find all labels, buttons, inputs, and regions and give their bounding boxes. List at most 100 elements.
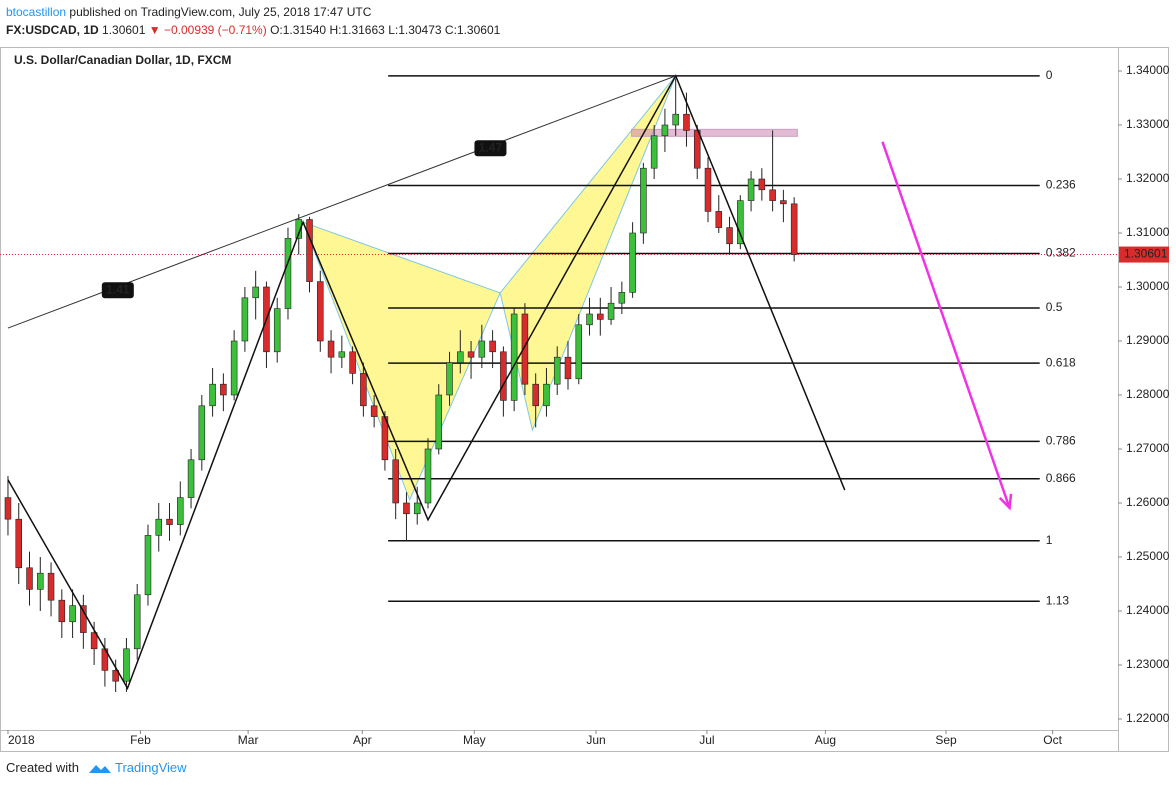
forecast-arrow <box>881 141 1011 509</box>
candle-body <box>672 113 679 126</box>
candle-body <box>37 572 44 590</box>
candle-body <box>769 189 776 201</box>
arrow-head <box>998 493 1013 511</box>
candle-body <box>435 394 443 450</box>
x-tick-label: Jun <box>586 733 605 747</box>
last-price-box <box>1119 246 1169 263</box>
candle-body <box>327 340 335 358</box>
candle-body <box>47 572 55 601</box>
last-price-label: 1.30601 <box>1124 247 1168 261</box>
candle-body <box>80 605 87 633</box>
candle-body <box>478 340 486 358</box>
candle-body <box>607 302 615 320</box>
candle-body <box>392 459 399 504</box>
candle-body <box>715 211 723 228</box>
candle-body <box>629 232 636 293</box>
candle-body <box>521 313 529 385</box>
candle-body <box>58 599 66 623</box>
candle-body <box>467 351 475 358</box>
close: C:1.30601 <box>444 23 501 37</box>
y-tick-label: 1.24000 <box>1126 603 1170 617</box>
author[interactable]: btocastillon <box>6 5 67 19</box>
candle-body <box>543 383 550 407</box>
candle-body <box>209 383 216 407</box>
fib-label: 0.618 <box>1046 355 1076 369</box>
ratio-label-bg <box>101 282 134 299</box>
open: O:1.31540 <box>270 23 327 37</box>
candle-body <box>187 459 195 498</box>
y-tick-label: 1.30000 <box>1126 279 1170 293</box>
candle-body <box>155 518 163 536</box>
symbol: FX:USDCAD, 1D <box>6 23 99 37</box>
fib-label: 0.236 <box>1046 178 1076 192</box>
candle-body <box>220 383 227 396</box>
candle-body <box>737 200 744 245</box>
last: 1.30601 <box>102 23 146 37</box>
candle-body <box>726 227 733 245</box>
candle-body <box>360 373 367 407</box>
candle-body <box>295 219 303 239</box>
candle-body <box>69 605 76 623</box>
candle-body <box>4 497 12 520</box>
publish-line: btocastillon published on TradingView.co… <box>6 3 500 21</box>
candle-body <box>252 286 259 299</box>
candle-body <box>424 448 432 504</box>
fib-label: 0 <box>1046 68 1053 82</box>
candle-body <box>683 113 690 131</box>
header: btocastillon published on TradingView.co… <box>6 3 500 39</box>
candle-body <box>586 313 593 326</box>
candle-body <box>618 292 626 304</box>
y-tick-label: 1.34000 <box>1126 63 1170 77</box>
created: Created with <box>6 760 79 775</box>
candle-body <box>26 567 33 590</box>
y-tick-label: 1.26000 <box>1126 495 1170 509</box>
y-tick-label: 1.25000 <box>1126 549 1170 563</box>
x-tick-label: Oct <box>1043 733 1062 747</box>
x-tick-label: 2018 <box>8 733 35 747</box>
candle-body <box>758 178 766 191</box>
x-tick-label: May <box>463 733 486 747</box>
fib-label: 0.5 <box>1046 300 1063 314</box>
candle-body <box>198 405 206 461</box>
candle-body <box>273 308 281 353</box>
candle-body <box>317 281 324 342</box>
y-tick-label: 1.29000 <box>1126 333 1170 347</box>
candle-body <box>306 219 313 282</box>
candle-body <box>90 632 98 650</box>
candle-body <box>338 351 346 358</box>
candle-body <box>15 518 23 569</box>
fib-label: 1 <box>1046 533 1053 547</box>
candle-body <box>177 497 184 525</box>
candle-body <box>597 313 604 320</box>
x-tick-label: Aug <box>815 733 836 747</box>
fib-label: 0.786 <box>1046 434 1076 448</box>
candle-body <box>661 124 669 137</box>
candle-body <box>446 362 453 396</box>
ratio-label: 1.41 <box>106 282 130 296</box>
y-tick-label: 1.28000 <box>1126 387 1170 401</box>
candle-body <box>489 340 496 353</box>
x-tick-label: Jul <box>699 733 714 747</box>
y-tick-label: 1.33000 <box>1126 117 1170 131</box>
candle-body <box>112 670 119 682</box>
y-tick-label: 1.27000 <box>1126 441 1170 455</box>
candle-body <box>166 518 173 525</box>
quote-line: FX:USDCAD, 1D 1.30601 ▼ −0.00939 (−0.71%… <box>6 21 500 39</box>
y-tick-label: 1.23000 <box>1126 657 1170 671</box>
high: H:1.31663 <box>329 23 385 37</box>
harmonic-pattern <box>302 221 501 502</box>
candle-body <box>650 135 658 169</box>
chart-frame <box>0 47 1169 752</box>
zigzag <box>7 74 846 690</box>
candle-body <box>241 297 249 342</box>
chart-title: U.S. Dollar/Canadian Dollar, 1D, FXCM <box>14 53 231 67</box>
y-tick-label: 1.32000 <box>1126 171 1170 185</box>
brand[interactable]: TradingView <box>114 760 187 775</box>
candle-body <box>510 313 518 401</box>
candle-body <box>500 351 507 401</box>
candle-body <box>747 178 755 201</box>
candle-body <box>457 351 464 363</box>
candle-body <box>532 383 539 407</box>
candle-body <box>553 356 561 385</box>
